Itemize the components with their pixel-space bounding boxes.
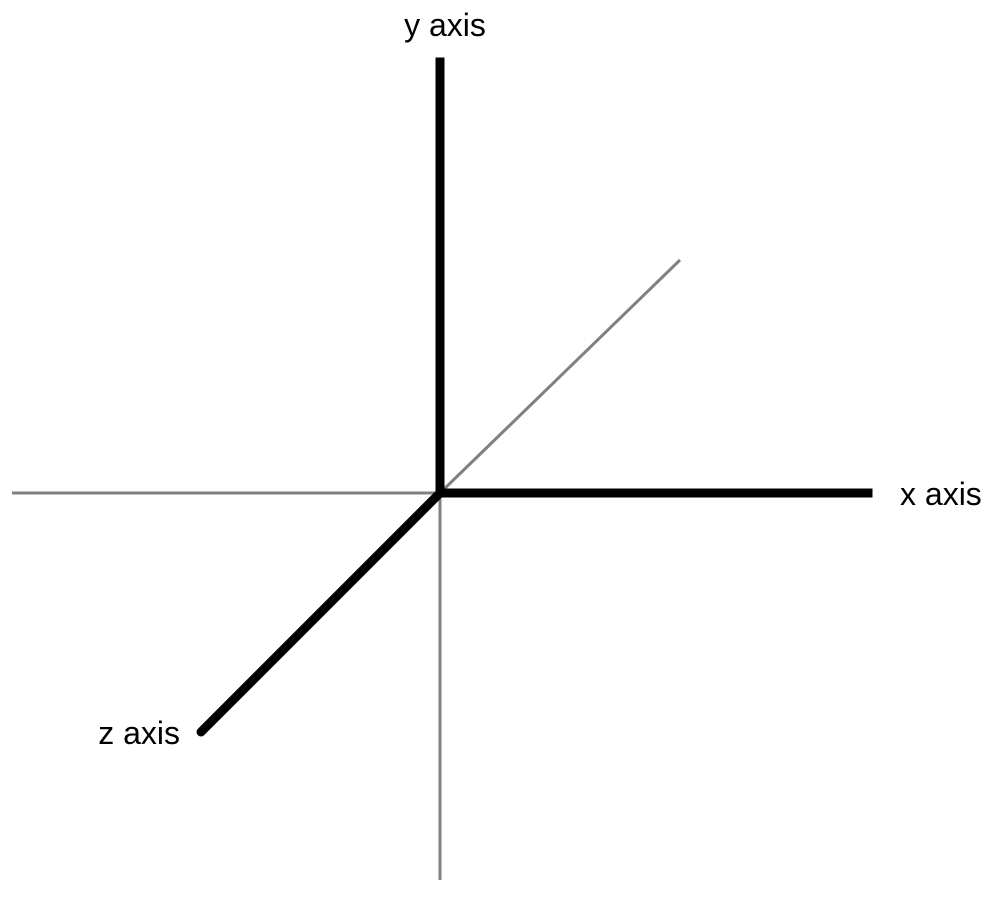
- negative-z-axis-line: [438, 258, 682, 495]
- z-axis-label: z axis: [98, 715, 180, 751]
- positive-z-axis-line: [196, 488, 445, 737]
- y-axis-label: y axis: [404, 7, 486, 43]
- x-axis-label: x axis: [900, 476, 982, 512]
